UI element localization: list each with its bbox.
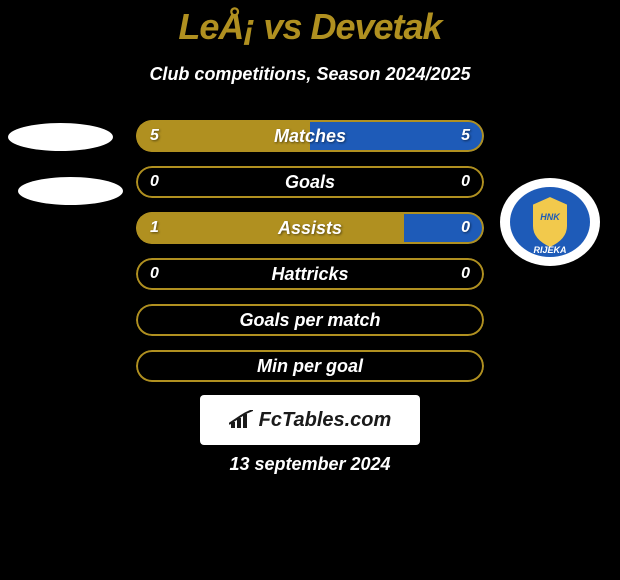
subtitle: Club competitions, Season 2024/2025	[0, 64, 620, 85]
stat-row: Min per goal	[136, 350, 484, 382]
stat-label: Hattricks	[136, 258, 484, 290]
stat-row: Goals per match	[136, 304, 484, 336]
chart-icon	[229, 410, 253, 430]
comparison-bars: 55Matches 00Goals 10Assists 00Hattricks Goal…	[136, 120, 484, 396]
stat-row: 00Hattricks	[136, 258, 484, 290]
logo-text-top: HNK	[540, 212, 561, 222]
stat-label: Assists	[136, 212, 484, 244]
team-left-logo-2	[18, 177, 123, 205]
date-text: 13 september 2024	[0, 454, 620, 475]
footer-brand-text: FcTables.com	[259, 409, 392, 432]
stat-label: Matches	[136, 120, 484, 152]
team-right-logo: HNK RIJEKA	[500, 178, 600, 266]
footer-brand: FcTables.com	[200, 395, 420, 445]
stat-row: 00Goals	[136, 166, 484, 198]
stat-label: Min per goal	[136, 350, 484, 382]
team-left-logo-1	[8, 123, 113, 151]
logo-text-bottom: RIJEKA	[533, 245, 566, 255]
stat-row: 55Matches	[136, 120, 484, 152]
stat-row: 10Assists	[136, 212, 484, 244]
stat-label: Goals per match	[136, 304, 484, 336]
page-title: LeÅ¡ vs Devetak	[0, 0, 620, 48]
stat-label: Goals	[136, 166, 484, 198]
